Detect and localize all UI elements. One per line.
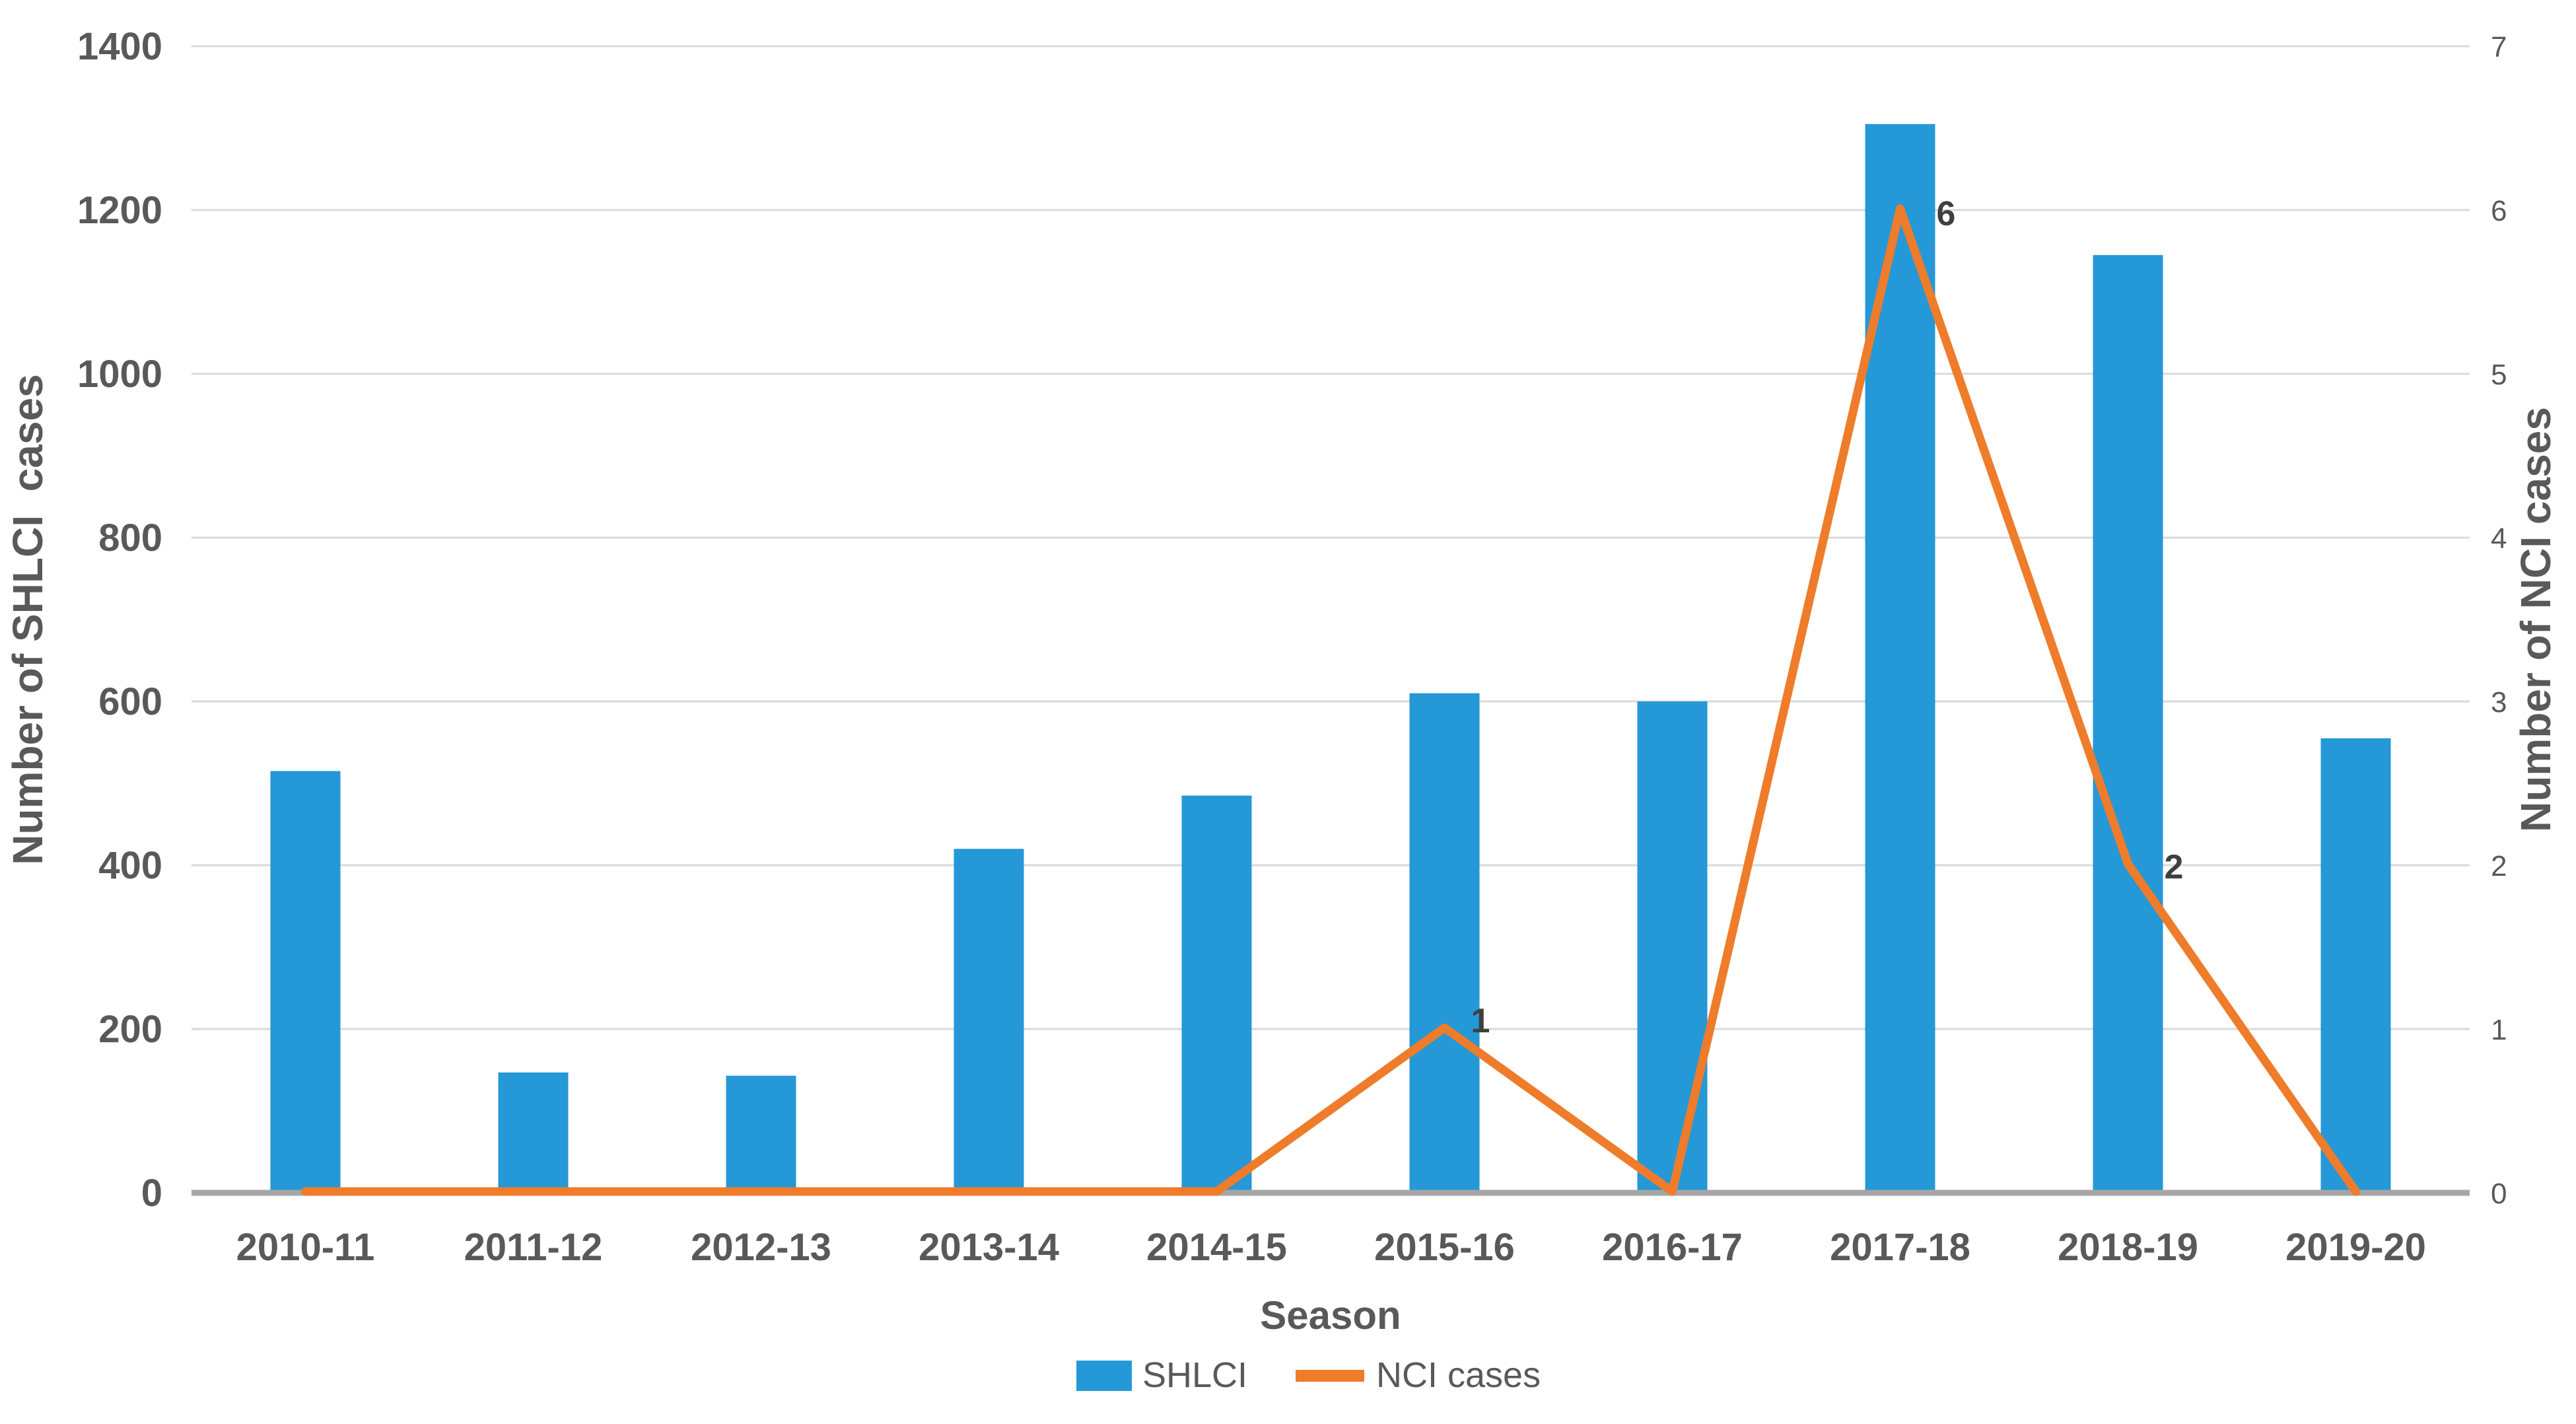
bar-2011-12	[498, 1072, 569, 1193]
x-label-2019-20: 2019-20	[2285, 1226, 2426, 1269]
line-data-labels: 1 6 2	[1471, 195, 2184, 1040]
bar-2012-13	[726, 1075, 796, 1193]
bar-2015-16	[1409, 693, 1480, 1193]
right-tick-1: 1	[2491, 1014, 2507, 1046]
legend: SHLCI NCI cases	[1076, 1355, 1541, 1395]
right-tick-4: 4	[2491, 522, 2507, 555]
bar-2016-17	[1637, 701, 1708, 1193]
left-tick-400: 400	[98, 844, 162, 887]
left-tick-600: 600	[98, 680, 162, 723]
right-tick-2: 2	[2491, 850, 2507, 882]
right-tick-5: 5	[2491, 359, 2507, 391]
right-axis-ticks: 0 1 2 3 4 5 6 7	[2491, 31, 2507, 1210]
data-label-2015-16: 1	[1471, 1002, 1490, 1040]
left-axis-title: Number of SHLCI cases	[4, 374, 52, 865]
x-label-2016-17: 2016-17	[1602, 1226, 1743, 1269]
line-series	[301, 204, 2360, 1196]
x-label-2012-13: 2012-13	[691, 1226, 831, 1269]
gridlines	[191, 45, 2470, 1030]
left-tick-1200: 1200	[77, 189, 162, 232]
x-label-2010-11: 2010-11	[236, 1226, 375, 1269]
data-label-2017-18: 6	[1937, 195, 1956, 233]
x-label-2013-14: 2013-14	[919, 1226, 1059, 1269]
left-tick-800: 800	[98, 516, 162, 559]
left-axis-ticks: 0 200 400 600 800 1000 1200 1400	[77, 25, 162, 1215]
x-axis-title: Season	[1260, 1293, 1401, 1337]
x-label-2014-15: 2014-15	[1146, 1226, 1287, 1269]
bar-2013-14	[954, 849, 1024, 1193]
x-axis-labels: 2010-11 2011-12 2012-13 2013-14 2014-15 2015-…	[236, 1226, 2426, 1269]
legend-swatch-shlci	[1076, 1361, 1132, 1391]
bar-2010-11	[270, 771, 341, 1193]
left-tick-1000: 1000	[77, 353, 162, 396]
legend-label-nci: NCI cases	[1376, 1355, 1541, 1395]
left-tick-1400: 1400	[77, 25, 162, 68]
right-tick-0: 0	[2491, 1178, 2507, 1210]
right-tick-7: 7	[2491, 31, 2507, 63]
x-label-2018-19: 2018-19	[2058, 1226, 2198, 1269]
legend-label-shlci: SHLCI	[1142, 1355, 1247, 1395]
right-tick-3: 3	[2491, 686, 2507, 719]
x-label-2017-18: 2017-18	[1830, 1226, 1970, 1269]
data-label-2018-19: 2	[2165, 848, 2184, 886]
x-label-2015-16: 2015-16	[1374, 1226, 1515, 1269]
left-tick-200: 200	[98, 1008, 162, 1051]
bar-2014-15	[1181, 795, 1252, 1193]
left-tick-0: 0	[141, 1172, 162, 1215]
bar-series	[270, 124, 2391, 1193]
bar-2018-19	[2093, 255, 2163, 1193]
nci-line-path	[301, 204, 2360, 1196]
bar-2019-20	[2320, 738, 2391, 1193]
x-label-2011-12: 2011-12	[464, 1226, 603, 1269]
right-tick-6: 6	[2491, 195, 2507, 227]
right-axis-title: Number of NCI cases	[2512, 407, 2559, 832]
